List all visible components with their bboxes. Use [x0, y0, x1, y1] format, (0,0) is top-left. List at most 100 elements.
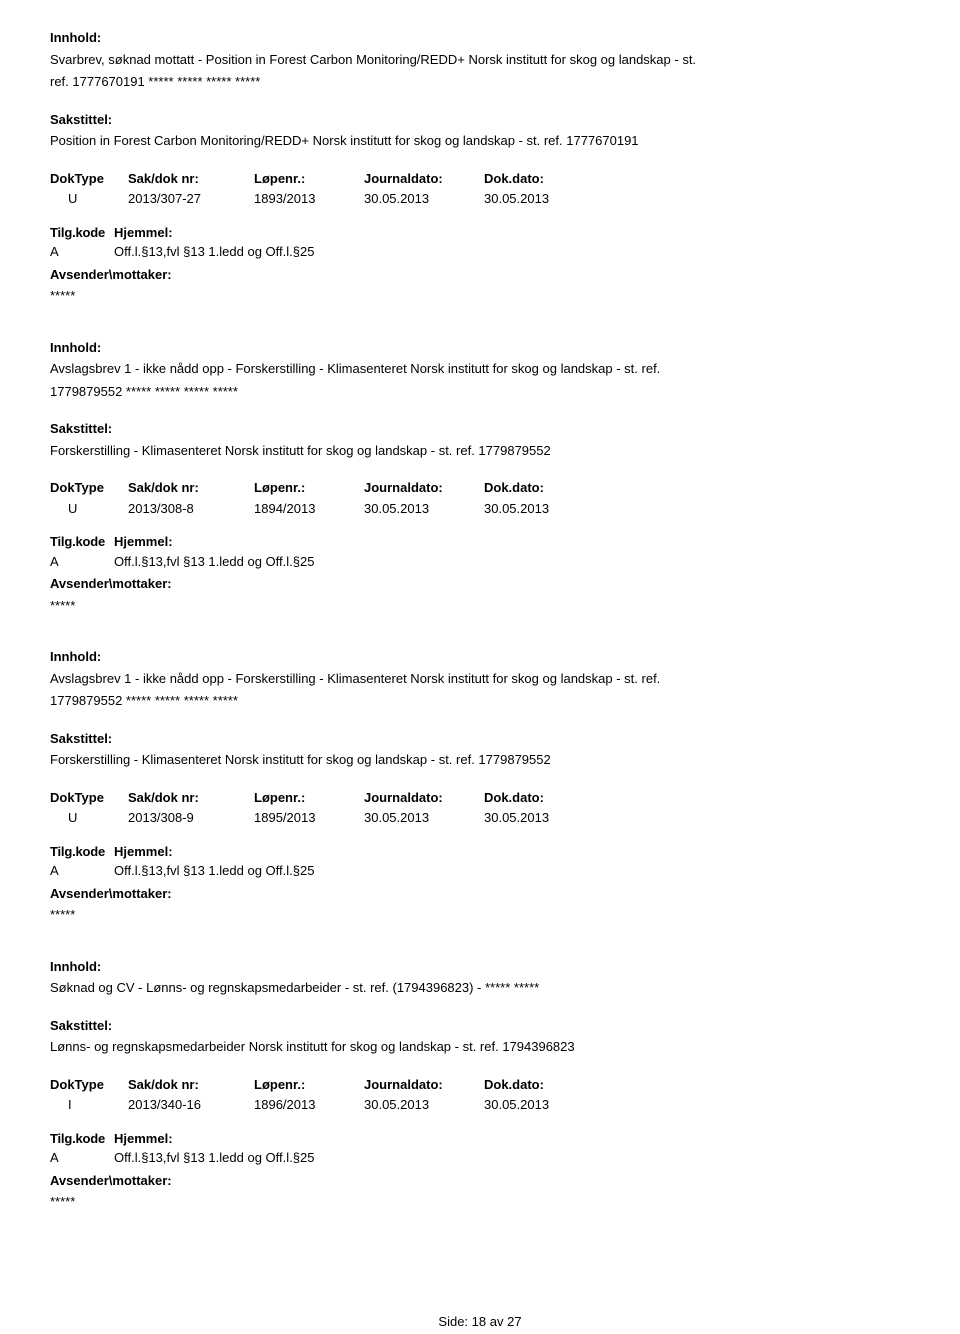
innhold-text-line2: ref. 1777670191 ***** ***** ***** *****: [50, 72, 910, 92]
doktype-value: U: [50, 189, 128, 209]
avsender-value: *****: [50, 596, 910, 616]
col-doktype-header: DokType: [50, 788, 128, 808]
avsender-label: Avsender\mottaker:: [50, 574, 910, 594]
col-sakdok-header: Sak/dok nr:: [128, 169, 254, 189]
avsender-value: *****: [50, 1192, 910, 1212]
col-journaldato-header: Journaldato:: [364, 169, 484, 189]
avsender-value: *****: [50, 905, 910, 925]
col-sakdok-header: Sak/dok nr:: [128, 1075, 254, 1095]
hjemmel-code: A: [50, 1148, 114, 1168]
sakstittel-label: Sakstittel:: [50, 729, 910, 749]
col-lopenr-header: Løpenr.:: [254, 478, 364, 498]
col-dokdato-header: Dok.dato:: [484, 478, 604, 498]
avsender-label: Avsender\mottaker:: [50, 1171, 910, 1191]
dokdato-value: 30.05.2013: [484, 1095, 604, 1115]
hjemmel-code: A: [50, 552, 114, 572]
sakstittel-text: Lønns- og regnskapsmedarbeider Norsk ins…: [50, 1037, 910, 1057]
hjemmel-text: Off.l.§13,fvl §13 1.ledd og Off.l.§25: [114, 552, 314, 572]
journal-entry: Innhold:Avslagsbrev 1 - ikke nådd opp - …: [50, 647, 910, 925]
hjemmel-text: Off.l.§13,fvl §13 1.ledd og Off.l.§25: [114, 1148, 314, 1168]
doktype-value: U: [50, 808, 128, 828]
sakstittel-text: Position in Forest Carbon Monitoring/RED…: [50, 131, 910, 151]
hjemmel-text: Off.l.§13,fvl §13 1.ledd og Off.l.§25: [114, 242, 314, 262]
tilgkode-label: Tilg.kode: [50, 1129, 114, 1149]
table-header-row: DokTypeSak/dok nr:Løpenr.:Journaldato:Do…: [50, 788, 910, 808]
lopenr-value: 1895/2013: [254, 808, 364, 828]
table-data-row: U2013/307-271893/201330.05.201330.05.201…: [50, 189, 910, 209]
tilgkode-row: Tilg.kodeHjemmel:: [50, 1129, 910, 1149]
innhold-text-line1: Avslagsbrev 1 - ikke nådd opp - Forskers…: [50, 359, 910, 379]
innhold-text-line1: Avslagsbrev 1 - ikke nådd opp - Forskers…: [50, 669, 910, 689]
doktype-value: I: [50, 1095, 128, 1115]
tilgkode-row: Tilg.kodeHjemmel:: [50, 223, 910, 243]
col-lopenr-header: Løpenr.:: [254, 1075, 364, 1095]
tilgkode-label: Tilg.kode: [50, 532, 114, 552]
doktype-value: U: [50, 499, 128, 519]
hjemmel-label: Hjemmel:: [114, 532, 173, 552]
avsender-label: Avsender\mottaker:: [50, 884, 910, 904]
col-journaldato-header: Journaldato:: [364, 1075, 484, 1095]
sakdok-value: 2013/340-16: [128, 1095, 254, 1115]
sakdok-value: 2013/308-8: [128, 499, 254, 519]
sakstittel-label: Sakstittel:: [50, 110, 910, 130]
hjemmel-row: AOff.l.§13,fvl §13 1.ledd og Off.l.§25: [50, 861, 910, 881]
col-doktype-header: DokType: [50, 169, 128, 189]
col-dokdato-header: Dok.dato:: [484, 169, 604, 189]
journal-entry: Innhold:Avslagsbrev 1 - ikke nådd opp - …: [50, 338, 910, 616]
footer-page: 18: [472, 1314, 486, 1329]
hjemmel-label: Hjemmel:: [114, 1129, 173, 1149]
sakstittel-text: Forskerstilling - Klimasenteret Norsk in…: [50, 750, 910, 770]
journaldato-value: 30.05.2013: [364, 499, 484, 519]
sakstittel-label: Sakstittel:: [50, 1016, 910, 1036]
journaldato-value: 30.05.2013: [364, 808, 484, 828]
col-doktype-header: DokType: [50, 478, 128, 498]
lopenr-value: 1894/2013: [254, 499, 364, 519]
table-header-row: DokTypeSak/dok nr:Løpenr.:Journaldato:Do…: [50, 478, 910, 498]
journal-entry: Innhold:Svarbrev, søknad mottatt - Posit…: [50, 28, 910, 306]
innhold-text-line2: 1779879552 ***** ***** ***** *****: [50, 382, 910, 402]
dokdato-value: 30.05.2013: [484, 189, 604, 209]
table-header-row: DokTypeSak/dok nr:Løpenr.:Journaldato:Do…: [50, 169, 910, 189]
hjemmel-text: Off.l.§13,fvl §13 1.ledd og Off.l.§25: [114, 861, 314, 881]
col-dokdato-header: Dok.dato:: [484, 1075, 604, 1095]
col-doktype-header: DokType: [50, 1075, 128, 1095]
footer-side-label: Side:: [438, 1314, 468, 1329]
innhold-label: Innhold:: [50, 647, 910, 667]
innhold-label: Innhold:: [50, 957, 910, 977]
innhold-label: Innhold:: [50, 28, 910, 48]
avsender-label: Avsender\mottaker:: [50, 265, 910, 285]
tilgkode-label: Tilg.kode: [50, 223, 114, 243]
avsender-value: *****: [50, 286, 910, 306]
journaldato-value: 30.05.2013: [364, 1095, 484, 1115]
sakstittel-label: Sakstittel:: [50, 419, 910, 439]
journaldato-value: 30.05.2013: [364, 189, 484, 209]
footer-sep: av: [486, 1314, 507, 1329]
tilgkode-row: Tilg.kodeHjemmel:: [50, 532, 910, 552]
innhold-label: Innhold:: [50, 338, 910, 358]
table-data-row: U2013/308-81894/201330.05.201330.05.2013: [50, 499, 910, 519]
hjemmel-code: A: [50, 242, 114, 262]
col-journaldato-header: Journaldato:: [364, 478, 484, 498]
journal-entry: Innhold:Søknad og CV - Lønns- og regnska…: [50, 957, 910, 1212]
table-header-row: DokTypeSak/dok nr:Løpenr.:Journaldato:Do…: [50, 1075, 910, 1095]
col-sakdok-header: Sak/dok nr:: [128, 478, 254, 498]
tilgkode-label: Tilg.kode: [50, 842, 114, 862]
sakdok-value: 2013/307-27: [128, 189, 254, 209]
footer-total: 27: [507, 1314, 521, 1329]
dokdato-value: 30.05.2013: [484, 499, 604, 519]
dokdato-value: 30.05.2013: [484, 808, 604, 828]
sakdok-value: 2013/308-9: [128, 808, 254, 828]
hjemmel-row: AOff.l.§13,fvl §13 1.ledd og Off.l.§25: [50, 552, 910, 572]
hjemmel-row: AOff.l.§13,fvl §13 1.ledd og Off.l.§25: [50, 1148, 910, 1168]
col-sakdok-header: Sak/dok nr:: [128, 788, 254, 808]
tilgkode-row: Tilg.kodeHjemmel:: [50, 842, 910, 862]
hjemmel-code: A: [50, 861, 114, 881]
page-footer: Side: 18 av 27: [50, 1312, 910, 1332]
col-lopenr-header: Løpenr.:: [254, 788, 364, 808]
innhold-text-line2: 1779879552 ***** ***** ***** *****: [50, 691, 910, 711]
innhold-text-line1: Svarbrev, søknad mottatt - Position in F…: [50, 50, 910, 70]
hjemmel-label: Hjemmel:: [114, 842, 173, 862]
col-dokdato-header: Dok.dato:: [484, 788, 604, 808]
lopenr-value: 1896/2013: [254, 1095, 364, 1115]
hjemmel-row: AOff.l.§13,fvl §13 1.ledd og Off.l.§25: [50, 242, 910, 262]
